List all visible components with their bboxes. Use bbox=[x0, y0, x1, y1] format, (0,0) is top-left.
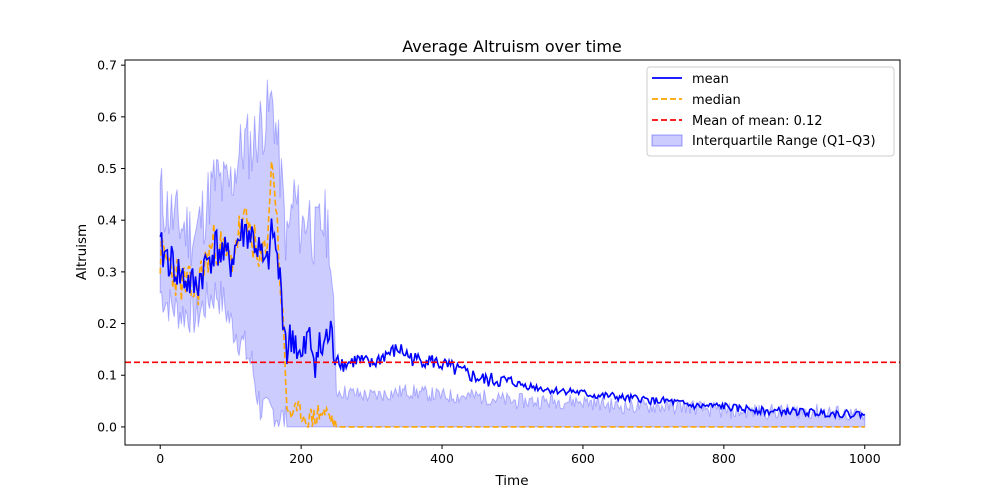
legend-swatch-iqr bbox=[651, 134, 683, 147]
y-tick-label: 0.5 bbox=[97, 161, 117, 176]
mean-line bbox=[159, 218, 866, 420]
x-axis-title: Time bbox=[494, 473, 528, 489]
y-tick-label: 0.7 bbox=[97, 58, 117, 73]
x-tick-label: 400 bbox=[430, 451, 454, 466]
legend-label-median: median bbox=[692, 93, 741, 108]
x-tick-label: 1000 bbox=[849, 451, 881, 466]
plot-frame bbox=[124, 59, 901, 446]
legend-label-iqr: Interquartile Range (Q1–Q3) bbox=[692, 134, 876, 149]
x-tick-label: 200 bbox=[289, 451, 313, 466]
plot-area bbox=[125, 79, 900, 428]
x-axis: 0 200 400 600 800 1000 bbox=[156, 445, 881, 466]
x-tick-label: 600 bbox=[571, 451, 595, 466]
y-tick-label: 0.2 bbox=[97, 316, 117, 331]
legend-label-mean: mean bbox=[692, 72, 729, 87]
y-tick-label: 0.3 bbox=[97, 264, 117, 279]
y-tick-label: 0.0 bbox=[97, 419, 117, 434]
mean-line-layer bbox=[159, 218, 866, 420]
y-tick-label: 0.1 bbox=[97, 368, 117, 383]
y-tick-label: 0.6 bbox=[97, 109, 117, 124]
legend: mean median Mean of mean: 0.12 Interquar… bbox=[646, 66, 895, 157]
legend-box bbox=[646, 66, 895, 157]
x-tick-label: 800 bbox=[712, 451, 736, 466]
legend-label-mean-of-mean: Mean of mean: 0.12 bbox=[692, 114, 823, 129]
median-line-layer bbox=[159, 161, 865, 428]
chart-title: Average Altruism over time bbox=[402, 37, 622, 56]
y-tick-label: 0.4 bbox=[97, 213, 117, 228]
y-axis-title: Altruism bbox=[74, 224, 90, 280]
median-line bbox=[159, 161, 865, 428]
y-axis: 0.0 0.1 0.2 0.3 0.4 0.5 0.6 0.7 bbox=[97, 58, 125, 434]
x-tick-label: 0 bbox=[156, 451, 164, 466]
